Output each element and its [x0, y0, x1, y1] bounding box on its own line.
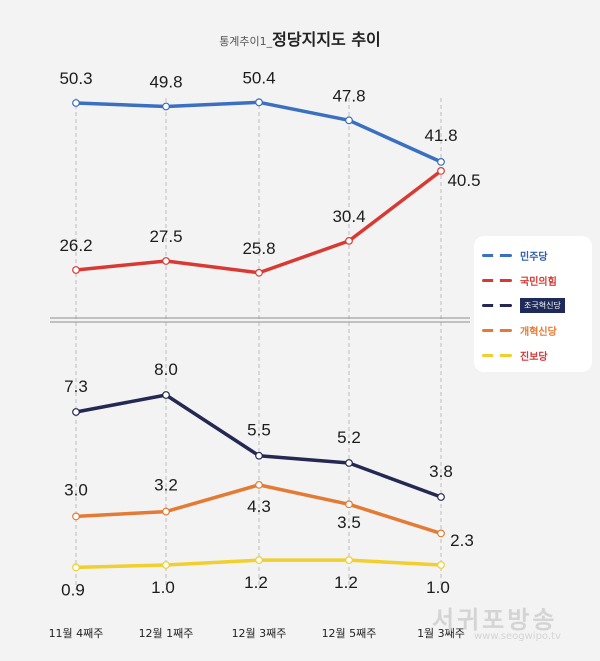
legend-item-reform: 개혁신당: [482, 321, 557, 339]
legend-label: 개혁신당: [520, 326, 557, 338]
watermark: 서귀포방송 www.seogwipo.tv: [432, 600, 561, 642]
data-point-4-4: [437, 561, 445, 569]
data-label-4-2: 1.2: [244, 573, 268, 592]
legend: 민주당 국민의힘 조국혁신당 개혁신당 진보당: [474, 236, 592, 372]
data-label-1-0: 26.2: [59, 236, 92, 255]
x-tick-label-4: 1월 3째주: [417, 627, 465, 640]
data-label-3-2: 4.3: [247, 497, 271, 516]
data-label-0-1: 49.8: [149, 72, 182, 91]
data-point-2-3: [345, 459, 353, 467]
legend-swatch: [482, 251, 512, 259]
data-label-1-3: 30.4: [332, 207, 365, 226]
data-point-3-3: [345, 500, 353, 509]
legend-label: 국민의힘: [520, 276, 557, 288]
legend-label: 민주당: [520, 251, 548, 263]
data-label-1-1: 27.5: [149, 227, 182, 246]
data-point-4-1: [162, 561, 170, 569]
data-label-4-3: 1.2: [334, 573, 358, 592]
data-point-4-3: [345, 556, 353, 565]
data-point-2-0: [72, 408, 80, 416]
legend-label: 조국혁신당: [520, 297, 565, 313]
data-label-2-2: 5.5: [247, 421, 271, 440]
data-label-4-1: 1.0: [151, 578, 175, 597]
data-point-3-1: [162, 507, 170, 516]
series-line-0: [74, 100, 443, 164]
data-label-0-0: 50.3: [59, 69, 92, 88]
data-point-0-2: [255, 98, 263, 107]
data-point-1-0: [72, 266, 80, 274]
data-point-1-2: [255, 268, 263, 277]
data-point-2-2: [255, 451, 263, 460]
data-point-1-1: [162, 257, 170, 265]
data-label-2-3: 5.2: [337, 428, 361, 447]
legend-item-democratic: 민주당: [482, 246, 548, 264]
legend-item-rebuilding: 조국혁신당: [482, 296, 565, 314]
data-point-0-0: [72, 99, 80, 107]
data-point-3-0: [72, 512, 80, 521]
title-main: 정당지지도 추이: [272, 30, 381, 49]
watermark-url: www.seogwipo.tv: [474, 631, 561, 642]
data-point-1-4: [437, 167, 445, 175]
data-label-2-1: 8.0: [154, 360, 178, 379]
data-point-0-4: [437, 158, 445, 166]
data-label-3-4: 2.3: [450, 531, 474, 550]
data-point-1-3: [345, 236, 353, 245]
data-point-3-2: [255, 480, 263, 489]
legend-swatch: [482, 276, 512, 284]
data-label-1-4: 40.5: [447, 171, 480, 190]
data-point-3-4: [437, 529, 445, 538]
data-label-4-0: 0.9: [61, 580, 85, 599]
title-prefix: 통계추이1_: [219, 35, 273, 48]
data-label-3-1: 3.2: [154, 476, 178, 495]
data-point-4-0: [72, 563, 80, 572]
data-label-0-4: 41.8: [424, 126, 457, 145]
data-label-4-4: 1.0: [426, 578, 450, 597]
data-point-0-3: [345, 116, 353, 125]
x-tick-label-2: 12월 3째주: [232, 627, 287, 640]
legend-item-ppp: 국민의힘: [482, 271, 557, 289]
watermark-name: 서귀포방송: [432, 606, 558, 634]
data-label-2-0: 7.3: [64, 377, 88, 396]
chart-title: 통계추이1_정당지지도 추이: [0, 26, 600, 50]
data-label-3-0: 3.0: [64, 480, 88, 499]
data-label-2-4: 3.8: [429, 462, 453, 481]
data-point-2-4: [437, 493, 445, 501]
x-tick-label-3: 12월 5째주: [322, 627, 377, 640]
data-point-0-1: [162, 102, 170, 111]
legend-swatch: [482, 326, 512, 334]
x-tick-label-0: 11월 4째주: [49, 627, 104, 640]
x-tick-label-1: 12월 1째주: [139, 627, 194, 640]
legend-swatch: [482, 351, 512, 359]
data-label-0-3: 47.8: [332, 86, 365, 105]
data-label-0-2: 50.4: [242, 68, 275, 87]
data-point-2-1: [162, 391, 170, 399]
legend-label: 진보당: [520, 351, 548, 363]
data-point-4-2: [255, 556, 263, 565]
data-label-3-3: 3.5: [337, 513, 361, 532]
data-label-1-2: 25.8: [242, 239, 275, 258]
legend-item-progressive: 진보당: [482, 346, 548, 364]
legend-swatch: [482, 301, 512, 309]
